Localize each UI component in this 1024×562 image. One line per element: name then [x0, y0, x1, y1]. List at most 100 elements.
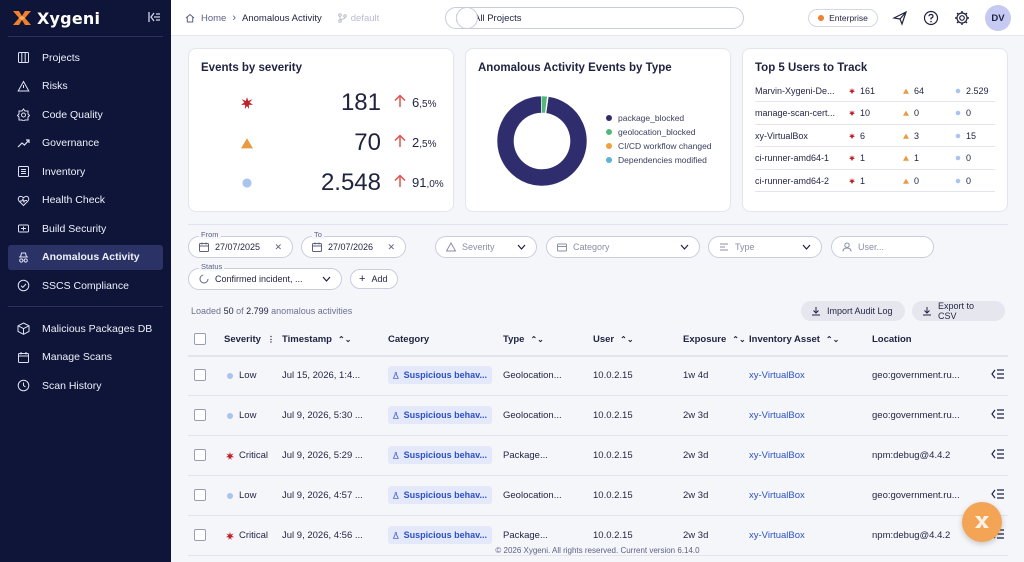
from-date-filter[interactable]: From 27/07/2025 ✕: [188, 230, 293, 258]
severity-placeholder: Severity: [462, 242, 495, 252]
sidebar-item-projects[interactable]: Projects: [8, 45, 163, 70]
loaded-count: 50: [223, 306, 234, 316]
row-checkbox[interactable]: [194, 529, 206, 541]
sidebar-item-manage-scans[interactable]: Manage Scans: [8, 345, 163, 370]
table-row[interactable]: Low Jul 9, 2026, 4:57 ... Suspicious behav…: [188, 476, 1008, 516]
inventory-asset-link[interactable]: xy-VirtualBox: [749, 410, 805, 421]
sidebar-item-health-check[interactable]: Health Check: [8, 188, 163, 213]
donut-slice-package-blocked[interactable]: [496, 95, 588, 187]
legend-item[interactable]: Dependencies modified: [606, 155, 707, 165]
import-audit-log-button[interactable]: Import Audit Log: [801, 301, 905, 321]
user-row[interactable]: ci-runner-amd64-1 1 1 0: [755, 148, 995, 170]
detective-icon: [19, 252, 28, 263]
export-csv-button[interactable]: Export to CSV: [912, 301, 1005, 321]
category-filter[interactable]: Category: [546, 236, 700, 258]
high-severity-icon: [903, 178, 909, 184]
send-icon[interactable]: [892, 10, 908, 26]
critical-count: 10: [860, 108, 871, 118]
sidebar-item-scan-history[interactable]: Scan History: [8, 373, 163, 398]
row-checkbox[interactable]: [194, 409, 206, 421]
to-date-filter[interactable]: To 27/07/2026 ✕: [301, 230, 406, 258]
legend-item[interactable]: package_blocked: [606, 113, 684, 123]
status-label: Status: [199, 262, 225, 271]
inventory-asset-link[interactable]: xy-VirtualBox: [749, 490, 805, 501]
breadcrumb-home[interactable]: Home: [201, 12, 227, 24]
inventory-asset-link[interactable]: xy-VirtualBox: [749, 450, 805, 461]
row-checkbox[interactable]: [194, 489, 206, 501]
header-category[interactable]: Category: [388, 334, 429, 345]
table-row[interactable]: Low Jul 9, 2026, 5:30 ... Suspicious behav…: [188, 396, 1008, 436]
clear-icon[interactable]: ✕: [387, 241, 395, 252]
inventory-asset-link[interactable]: xy-VirtualBox: [749, 370, 805, 381]
sidebar-item-code-quality[interactable]: Code Quality: [8, 102, 163, 127]
user-row[interactable]: ci-runner-amd64-2 1 0 0: [755, 170, 995, 192]
row-details-icon[interactable]: [991, 409, 1004, 419]
row-details-icon[interactable]: [991, 449, 1004, 459]
category-chip[interactable]: Suspicious behav...: [388, 406, 492, 424]
user-row[interactable]: xy-VirtualBox 6 3 15: [755, 125, 995, 147]
sidebar-item-build-security[interactable]: Build Security: [8, 216, 163, 241]
sidebar-item-governance[interactable]: Governance: [8, 131, 163, 156]
user-filter[interactable]: User...: [831, 236, 934, 258]
plan-badge[interactable]: Enterprise: [808, 9, 878, 27]
table-row[interactable]: Critical Jul 9, 2026, 4:56 ... Suspicious …: [188, 516, 1008, 556]
project-select[interactable]: All Projects: [445, 7, 744, 29]
header-location[interactable]: Location: [872, 334, 912, 345]
severity-label: Low: [239, 490, 257, 501]
collapse-sidebar-icon[interactable]: [147, 11, 161, 23]
clear-icon[interactable]: ✕: [274, 241, 282, 252]
header-timestamp[interactable]: Timestamp ⌃⌄: [282, 334, 351, 345]
exposure-cell: 2w 3d: [683, 410, 709, 421]
user-row[interactable]: manage-scan-cert... 10 0 0: [755, 103, 995, 125]
category-chip[interactable]: Suspicious behav...: [388, 366, 492, 384]
branch-selector[interactable]: default: [337, 13, 379, 24]
sidebar-item-malicious-packages-db[interactable]: Malicious Packages DB: [8, 316, 163, 341]
table-row[interactable]: Critical Jul 9, 2026, 5:29 ... Suspicious …: [188, 436, 1008, 476]
select-all-checkbox[interactable]: [194, 333, 206, 345]
assistant-fab-button[interactable]: [962, 502, 1002, 542]
download-icon: [923, 307, 931, 316]
category-chip[interactable]: Suspicious behav...: [388, 526, 492, 544]
category-chip[interactable]: Suspicious behav...: [388, 446, 492, 464]
avatar[interactable]: DV: [985, 5, 1011, 31]
legend-item[interactable]: CI/CD workflow changed: [606, 141, 712, 151]
inventory-asset-link[interactable]: xy-VirtualBox: [749, 530, 805, 541]
row-details-icon[interactable]: [991, 369, 1004, 379]
status-icon: [199, 274, 209, 284]
header-type[interactable]: Type ⌃⌄: [503, 334, 544, 345]
row-details-icon[interactable]: [991, 489, 1004, 499]
sidebar-item-sscs-compliance[interactable]: SSCS Compliance: [8, 273, 163, 298]
table-row[interactable]: Low Jul 15, 2026, 1:4... Suspicious behav.…: [188, 356, 1008, 396]
header-severity[interactable]: Severity ⋮: [224, 334, 275, 345]
help-icon[interactable]: [923, 10, 939, 26]
calendar-icon: [199, 242, 209, 252]
legend-item[interactable]: geolocation_blocked: [606, 127, 696, 137]
change-dec: ,0%: [426, 179, 444, 190]
gear-icon[interactable]: [954, 10, 970, 26]
type-filter[interactable]: Type: [708, 236, 822, 258]
donut-slice-dependencies-modified[interactable]: [545, 96, 549, 114]
row-checkbox[interactable]: [194, 369, 206, 381]
plan-dot: [818, 15, 825, 21]
user-cell: 10.0.2.15: [593, 490, 633, 501]
sidebar-item-risks[interactable]: Risks: [8, 74, 163, 99]
add-filter-button[interactable]: + Add: [350, 269, 398, 289]
sidebar-item-anomalous-activity[interactable]: Anomalous Activity: [8, 244, 163, 270]
exposure-cell: 1w 4d: [683, 370, 709, 381]
low-count: 0: [966, 175, 972, 186]
status-filter[interactable]: Status Confirmed incident, ...: [188, 262, 342, 290]
filter-icon[interactable]: [456, 7, 478, 29]
home-icon[interactable]: [185, 13, 195, 23]
header-inventory-asset[interactable]: Inventory Asset ⌃⌄: [749, 334, 839, 345]
severity-filter[interactable]: Severity: [435, 236, 537, 258]
row-checkbox[interactable]: [194, 449, 206, 461]
exposure-cell: 2w 3d: [683, 530, 709, 541]
header-user[interactable]: User ⌃⌄: [593, 334, 634, 345]
logo[interactable]: Xygeni: [12, 8, 100, 28]
sidebar-item-inventory[interactable]: Inventory: [8, 159, 163, 184]
category-chip[interactable]: Suspicious behav...: [388, 486, 492, 504]
breadcrumb: Home › Anomalous Activity default: [185, 12, 379, 24]
header-label: Timestamp: [282, 334, 332, 345]
user-row[interactable]: Marvin-Xygeni-De... 161 64 2.529: [755, 80, 995, 102]
header-exposure[interactable]: Exposure ⌃⌄: [683, 334, 746, 345]
